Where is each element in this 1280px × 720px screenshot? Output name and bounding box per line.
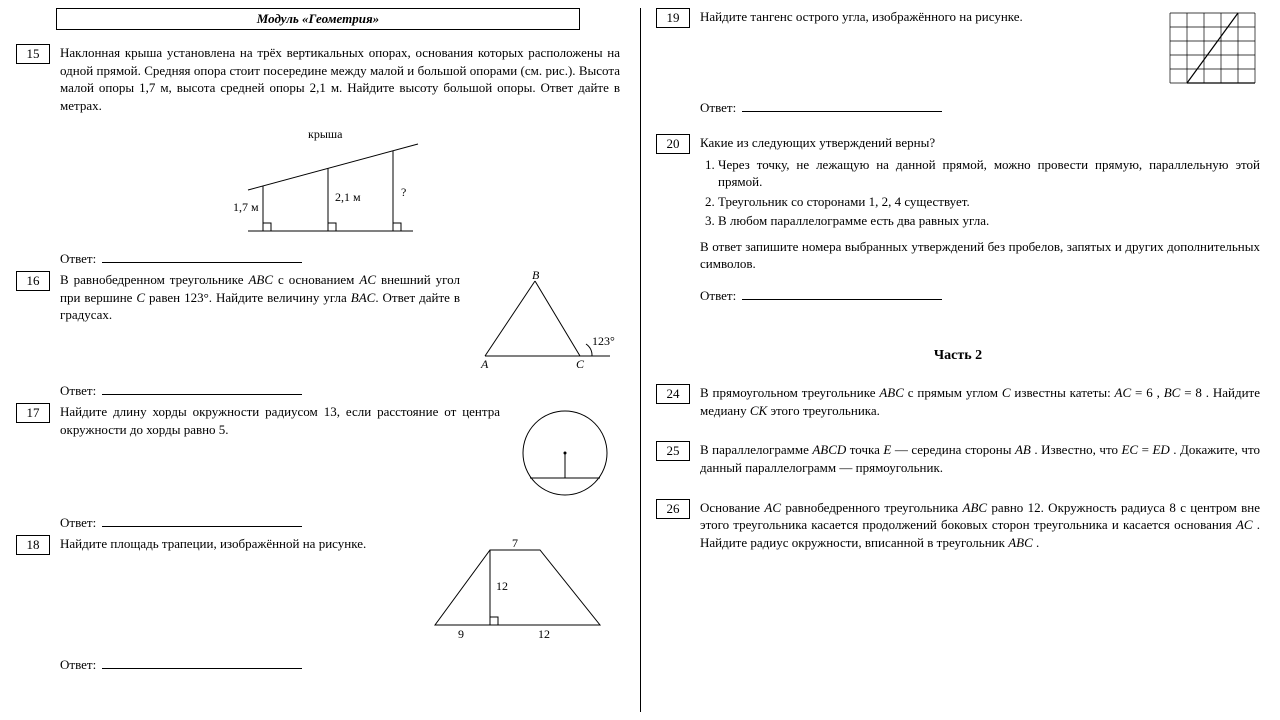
svg-text:?: ? <box>401 185 406 199</box>
statement-2: Треугольник со сторонами 1, 2, 4 существ… <box>718 193 1260 211</box>
answer-rule <box>102 252 302 264</box>
svg-text:B: B <box>532 271 540 282</box>
answer-20: Ответ: <box>700 287 1260 305</box>
problem-number: 25 <box>656 441 690 461</box>
figure-17 <box>510 403 620 503</box>
problem-20: 20 Какие из следующих утверждений верны?… <box>656 134 1260 308</box>
answer-rule <box>102 384 302 396</box>
answer-16: Ответ: <box>60 383 620 399</box>
svg-text:12: 12 <box>496 579 508 593</box>
svg-text:крыша: крыша <box>308 127 343 141</box>
statements-list: Через точку, не лежащую на данной прямой… <box>718 156 1260 230</box>
problem-25: 25 В параллелограмме ABCD точка E — сере… <box>656 441 1260 476</box>
problem-number: 16 <box>16 271 50 291</box>
statement-1: Через точку, не лежащую на данной прямой… <box>718 156 1260 191</box>
svg-text:7: 7 <box>512 536 518 550</box>
problem-text: В прямоугольном треугольнике ABC с прямы… <box>700 384 1260 419</box>
figure-18: 7 12 9 12 <box>420 535 620 645</box>
problem-number: 15 <box>16 44 50 64</box>
svg-text:1,7 м: 1,7 м <box>233 200 259 214</box>
problem-text: Основание AC равнобедренного треугольник… <box>700 499 1260 552</box>
answer-label: Ответ: <box>700 100 736 116</box>
problem-26: 26 Основание AC равнобедренного треуголь… <box>656 499 1260 552</box>
answer-label: Ответ: <box>60 251 96 267</box>
right-column: 19 Найдите тангенс острого угла, изображ… <box>640 0 1280 720</box>
answer-19: Ответ: <box>700 100 1260 116</box>
answer-rule <box>102 658 302 670</box>
answer-18: Ответ: <box>60 657 620 673</box>
problem-24: 24 В прямоугольном треугольнике ABC с пр… <box>656 384 1260 419</box>
problem-18: 18 Найдите площадь трапеции, изображённо… <box>16 535 620 645</box>
problem-lead: Какие из следующих утверждений верны? <box>700 134 1260 152</box>
answer-rule <box>742 288 942 300</box>
problem-number: 24 <box>656 384 690 404</box>
svg-text:123°: 123° <box>592 334 615 348</box>
module-title-box: Модуль «Геометрия» <box>56 8 580 30</box>
module-title: Модуль «Геометрия» <box>257 11 379 26</box>
answer-rule <box>742 100 942 112</box>
problem-17: 17 Найдите длину хорды окружности радиус… <box>16 403 620 503</box>
column-divider <box>640 8 641 712</box>
svg-text:12: 12 <box>538 627 550 641</box>
svg-text:9: 9 <box>458 627 464 641</box>
problem-text: В параллелограмме ABCD точка E — середин… <box>700 441 1260 476</box>
left-column: Модуль «Геометрия» 15 Наклонная крыша ус… <box>0 0 640 720</box>
problem-15: 15 Наклонная крыша установлена на трёх в… <box>16 44 620 114</box>
statement-3: В любом параллелограмме есть два равных … <box>718 212 1260 230</box>
answer-15: Ответ: <box>60 251 620 267</box>
answer-label: Ответ: <box>60 657 96 673</box>
svg-text:2,1 м: 2,1 м <box>335 190 361 204</box>
problem-text: Найдите площадь трапеции, изображённой н… <box>60 535 410 553</box>
problem-number: 18 <box>16 535 50 555</box>
answer-label: Ответ: <box>700 287 736 305</box>
problem-tail: В ответ запишите номера выбранных утверж… <box>700 238 1260 273</box>
svg-text:C: C <box>576 357 585 371</box>
problem-text: Найдите длину хорды окружности радиусом … <box>60 403 500 438</box>
svg-text:A: A <box>480 357 489 371</box>
problem-text: Найдите тангенс острого угла, изображённ… <box>700 8 1155 26</box>
part2-title: Часть 2 <box>656 348 1260 364</box>
problem-number: 19 <box>656 8 690 28</box>
figure-15: крыша 1,7 м 2,1 м ? <box>16 126 620 245</box>
problem-text: Наклонная крыша установлена на трёх верт… <box>60 44 620 114</box>
answer-label: Ответ: <box>60 383 96 399</box>
answer-17: Ответ: <box>60 515 620 531</box>
problem-19: 19 Найдите тангенс острого угла, изображ… <box>656 8 1260 88</box>
answer-rule <box>102 516 302 528</box>
problem-16: 16 В равнобедренном треугольнике ABC с о… <box>16 271 620 371</box>
problem-number: 20 <box>656 134 690 154</box>
figure-16: A B C 123° <box>470 271 620 371</box>
problem-number: 17 <box>16 403 50 423</box>
answer-label: Ответ: <box>60 515 96 531</box>
problem-text: В равнобедренном треугольнике ABC с осно… <box>60 271 460 324</box>
problem-number: 26 <box>656 499 690 519</box>
figure-19 <box>1165 8 1260 88</box>
